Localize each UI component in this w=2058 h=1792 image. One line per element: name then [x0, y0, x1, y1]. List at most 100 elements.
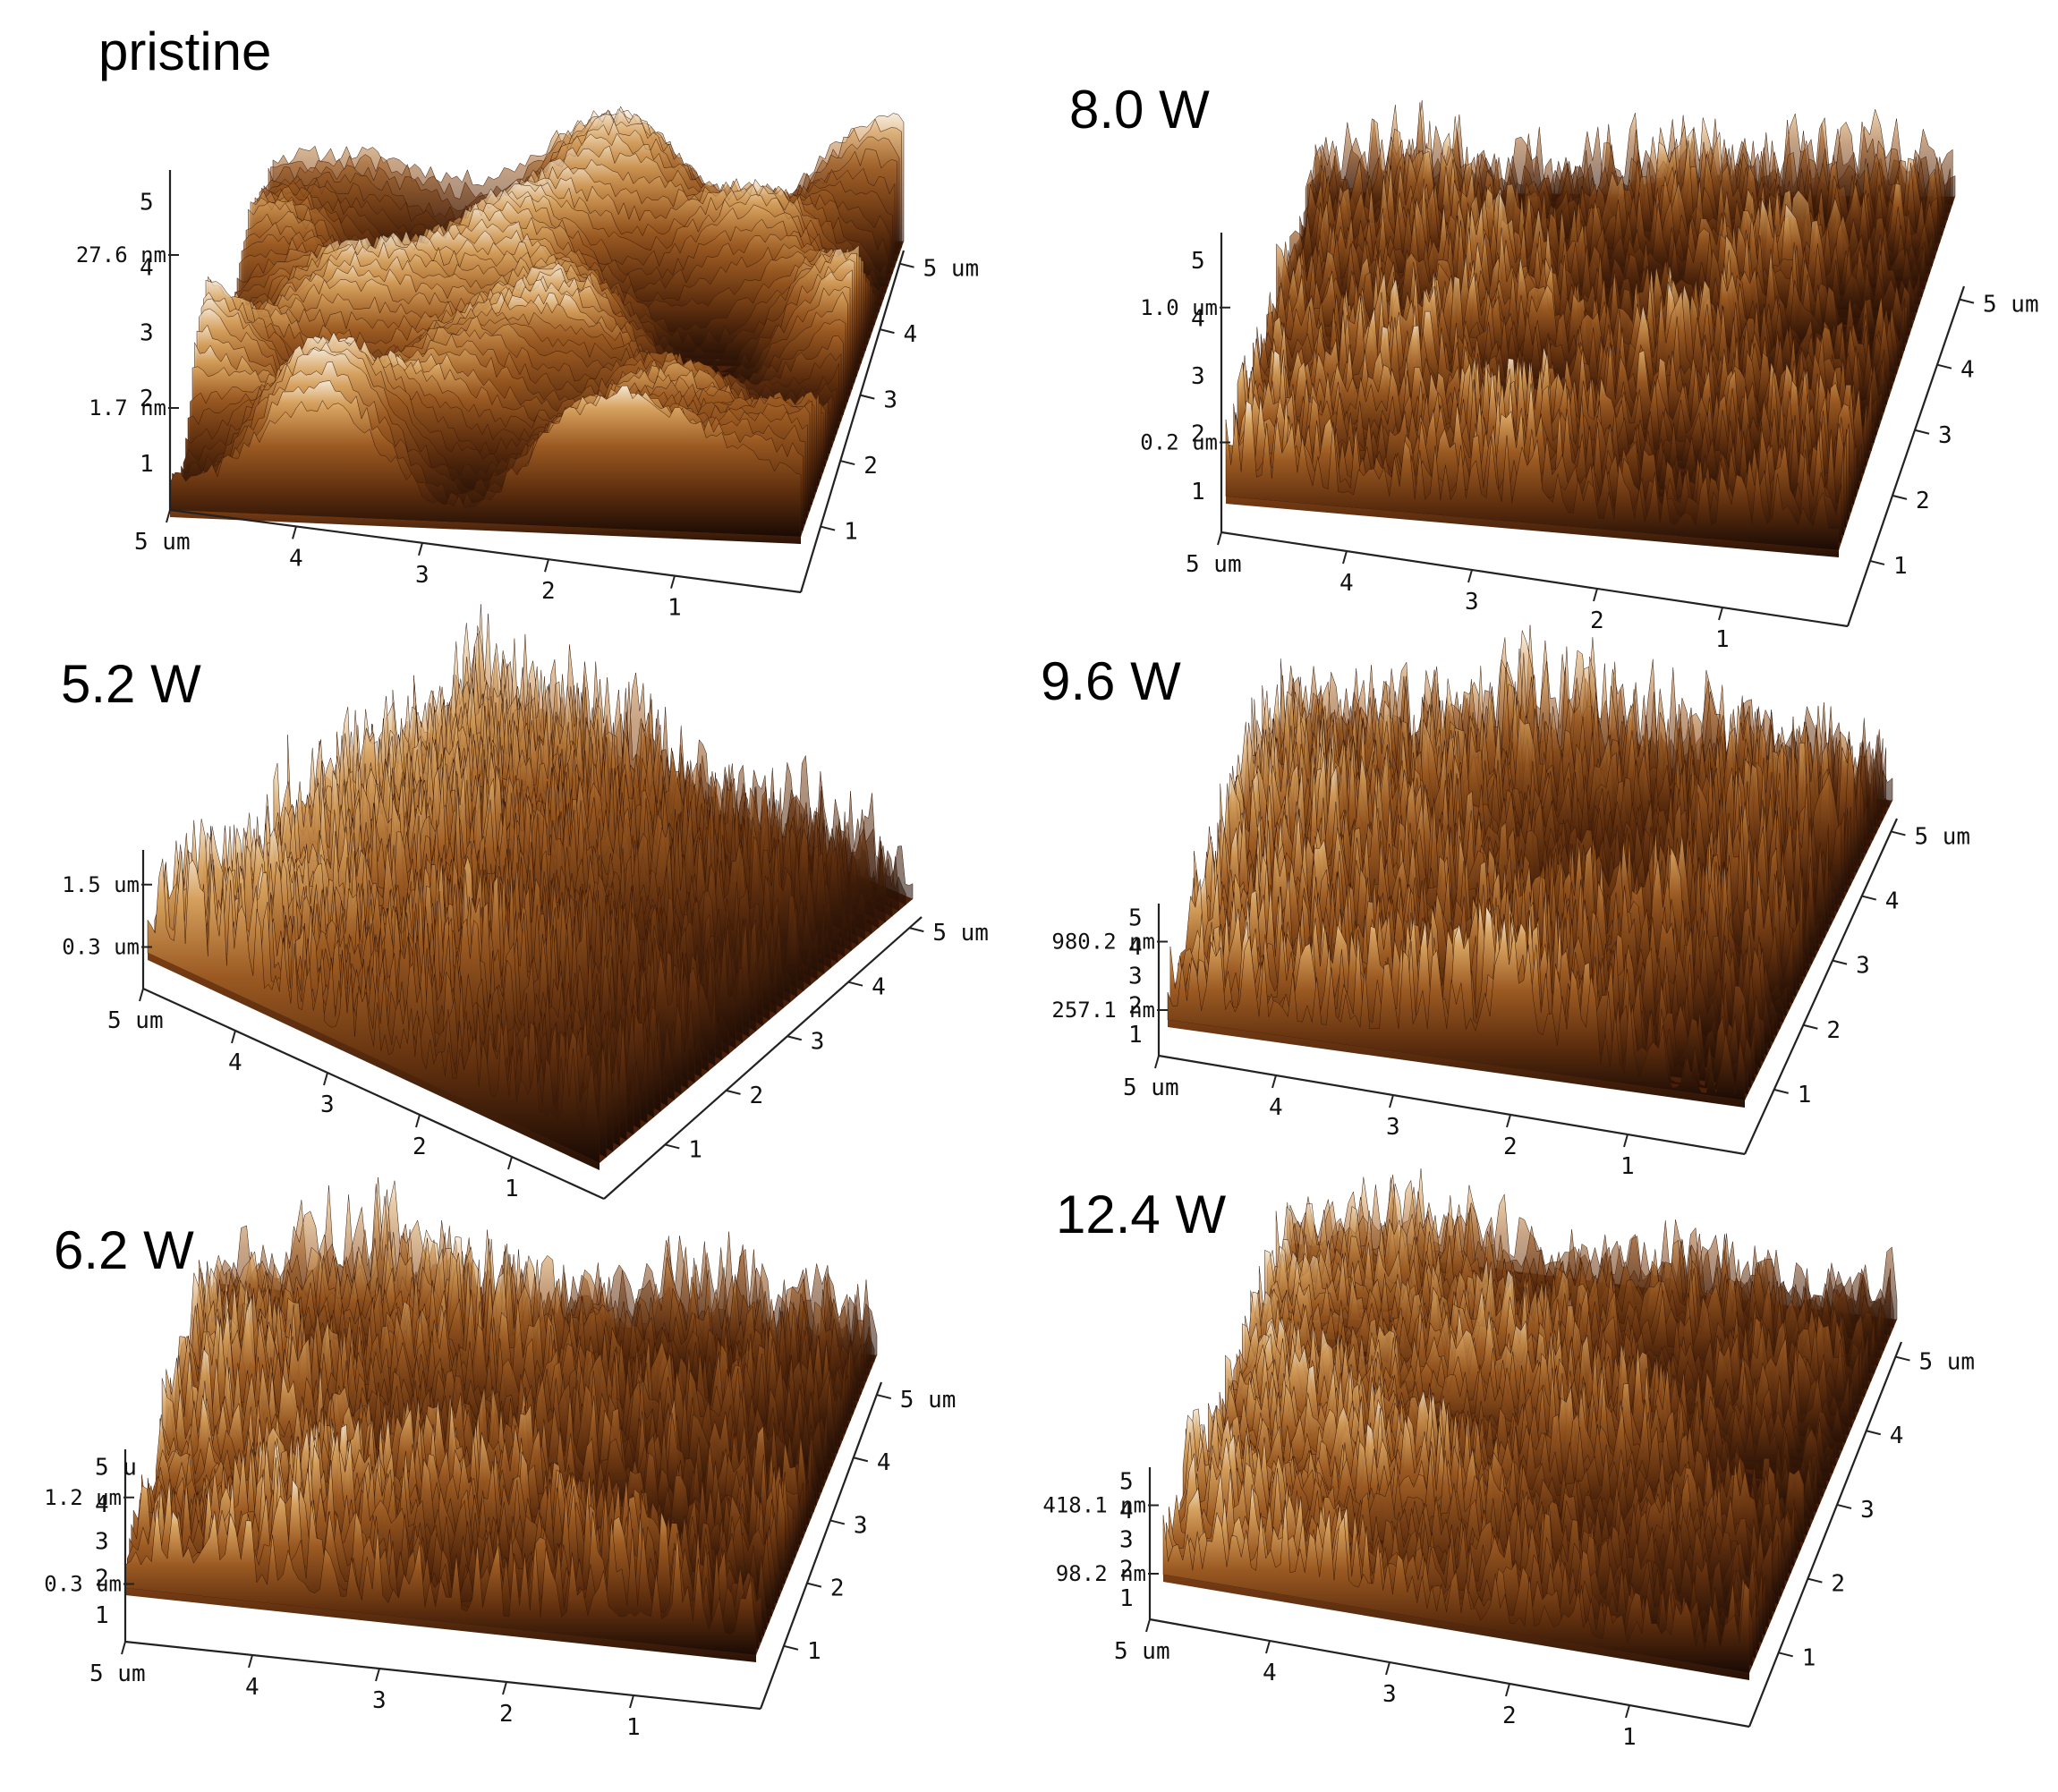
z-range-label: 0.2 um [1140, 430, 1218, 455]
x-tick-label: 5 um [89, 1660, 146, 1687]
x-tick [1467, 569, 1473, 583]
z-tick-label: 4 [1119, 1498, 1134, 1524]
z-tick-label: 4 [140, 255, 154, 282]
x-tick [1217, 531, 1222, 546]
x-tick-label: 1 [1620, 1153, 1635, 1180]
surface-profile [147, 851, 600, 1164]
y-tick [1778, 1652, 1793, 1658]
x-tick [1593, 588, 1598, 602]
y-axis-line [799, 250, 906, 593]
z-tick-label: 3 [140, 320, 154, 347]
panel-title: 12.4 W [1056, 1185, 1226, 1244]
y-tick [1832, 959, 1848, 965]
y-axis-line [759, 1381, 883, 1710]
z-tick-label: 2 [1119, 1556, 1134, 1583]
y-axis-line [603, 916, 923, 1200]
y-tick [1959, 298, 1975, 304]
y-tick [880, 328, 895, 335]
z-range-label: 1.7 nm [89, 395, 166, 420]
z-tick-label: 5 [1119, 1468, 1134, 1495]
y-tick-label: 3 [811, 1028, 825, 1055]
x-tick-label: 4 [228, 1049, 242, 1076]
z-tick-label: 1 [1119, 1585, 1134, 1612]
afm-surface [169, 106, 905, 544]
panel-6-2-w: 6.2 W 5 um 4 3 2 1 1 2 3 4 5 um 1 2 3 4 5 u 1.2 um 0.3 u… [44, 1176, 957, 1741]
z-tick-label: 1 [95, 1602, 109, 1629]
y-tick-label: 3 [883, 387, 897, 414]
x-tick [1385, 1661, 1390, 1676]
y-tick [1869, 559, 1885, 565]
panel-title: 5.2 W [61, 654, 201, 714]
x-tick [1506, 1114, 1511, 1128]
x-tick [418, 542, 423, 556]
afm-surface [124, 1176, 878, 1662]
surface-skirt [1226, 497, 1839, 557]
y-tick [839, 460, 855, 466]
x-tick-label: 1 [668, 595, 682, 622]
surface-profile [1167, 917, 1746, 1101]
x-tick [1342, 550, 1348, 565]
y-tick-label: 4 [1890, 1423, 1904, 1449]
x-tick-label: 3 [1382, 1681, 1397, 1708]
x-tick-label: 1 [1622, 1724, 1637, 1751]
y-tick-label: 1 [1802, 1644, 1816, 1671]
x-axis-line [1158, 1054, 1746, 1156]
z-tick-label: 5 [1128, 904, 1143, 931]
panel-5-2-w: 5.2 W 5 um 4 3 2 1 1 2 3 4 5 um 1.5 um 0.3 um [61, 604, 989, 1202]
axes: 5 um 4 3 2 1 1 2 3 4 5 um 1 2 3 4 5 u 1.2 um 0.3 um [44, 1381, 957, 1741]
x-tick-label: 3 [415, 562, 429, 589]
z-tick-label: 1 [140, 451, 154, 478]
y-tick [829, 1519, 846, 1525]
x-tick [1718, 607, 1723, 621]
y-tick-label: 5 um [1914, 823, 1970, 850]
x-tick-label: 5 um [1114, 1638, 1170, 1665]
y-tick [726, 1089, 741, 1095]
panel-pristine: pristine 5 um 4 3 2 1 1 2 3 4 5 um 1 2 3 4 5 27.6 nm 1.7… [76, 21, 979, 622]
x-tick [1154, 1055, 1160, 1069]
z-tick-label: 4 [1191, 306, 1205, 333]
afm-surface [1225, 99, 1956, 557]
y-tick [1836, 1503, 1852, 1509]
z-range-label: 27.6 nm [76, 242, 166, 268]
afm-surface [147, 604, 914, 1170]
x-tick [1389, 1094, 1394, 1108]
x-tick-label: 3 [1386, 1114, 1400, 1141]
y-tick-label: 2 [830, 1575, 845, 1602]
y-tick [876, 1394, 892, 1400]
x-tick [292, 526, 297, 539]
z-tick-label: 3 [1191, 363, 1205, 390]
x-tick [248, 1654, 253, 1669]
x-tick [1623, 1134, 1629, 1148]
x-tick-label: 5 um [1123, 1074, 1179, 1101]
surface-profile [1225, 400, 1840, 551]
z-range-label: 1.0 um [1140, 295, 1218, 320]
y-tick-label: 5 um [900, 1387, 957, 1414]
x-tick-label: 4 [245, 1674, 259, 1701]
x-tick-label: 5 um [107, 1007, 164, 1034]
x-tick [139, 988, 144, 1002]
y-tick-label: 4 [872, 974, 886, 1001]
z-tick-label: 3 [1128, 964, 1143, 990]
x-tick [121, 1641, 126, 1655]
z-range-label: 1.2 um [44, 1485, 122, 1510]
y-tick [1803, 1023, 1818, 1030]
y-tick [665, 1143, 680, 1150]
x-tick-label: 5 um [1186, 551, 1242, 578]
x-tick [231, 1030, 236, 1044]
x-tick-label: 1 [505, 1176, 519, 1202]
z-tick-label: 5 [140, 190, 154, 217]
y-tick [1866, 1430, 1882, 1436]
z-range-label: 418.1 nm [1042, 1493, 1146, 1518]
y-tick [1861, 895, 1877, 901]
x-tick-label: 2 [541, 578, 556, 605]
y-tick-label: 4 [877, 1449, 891, 1476]
y-tick-label: 3 [854, 1512, 868, 1539]
y-tick [899, 262, 914, 268]
y-tick-label: 1 [688, 1136, 702, 1163]
z-tick-label: 4 [1128, 934, 1143, 961]
x-tick-label: 5 um [134, 529, 191, 556]
x-tick-label: 3 [372, 1687, 387, 1714]
y-tick [847, 981, 863, 987]
y-tick [909, 927, 924, 933]
